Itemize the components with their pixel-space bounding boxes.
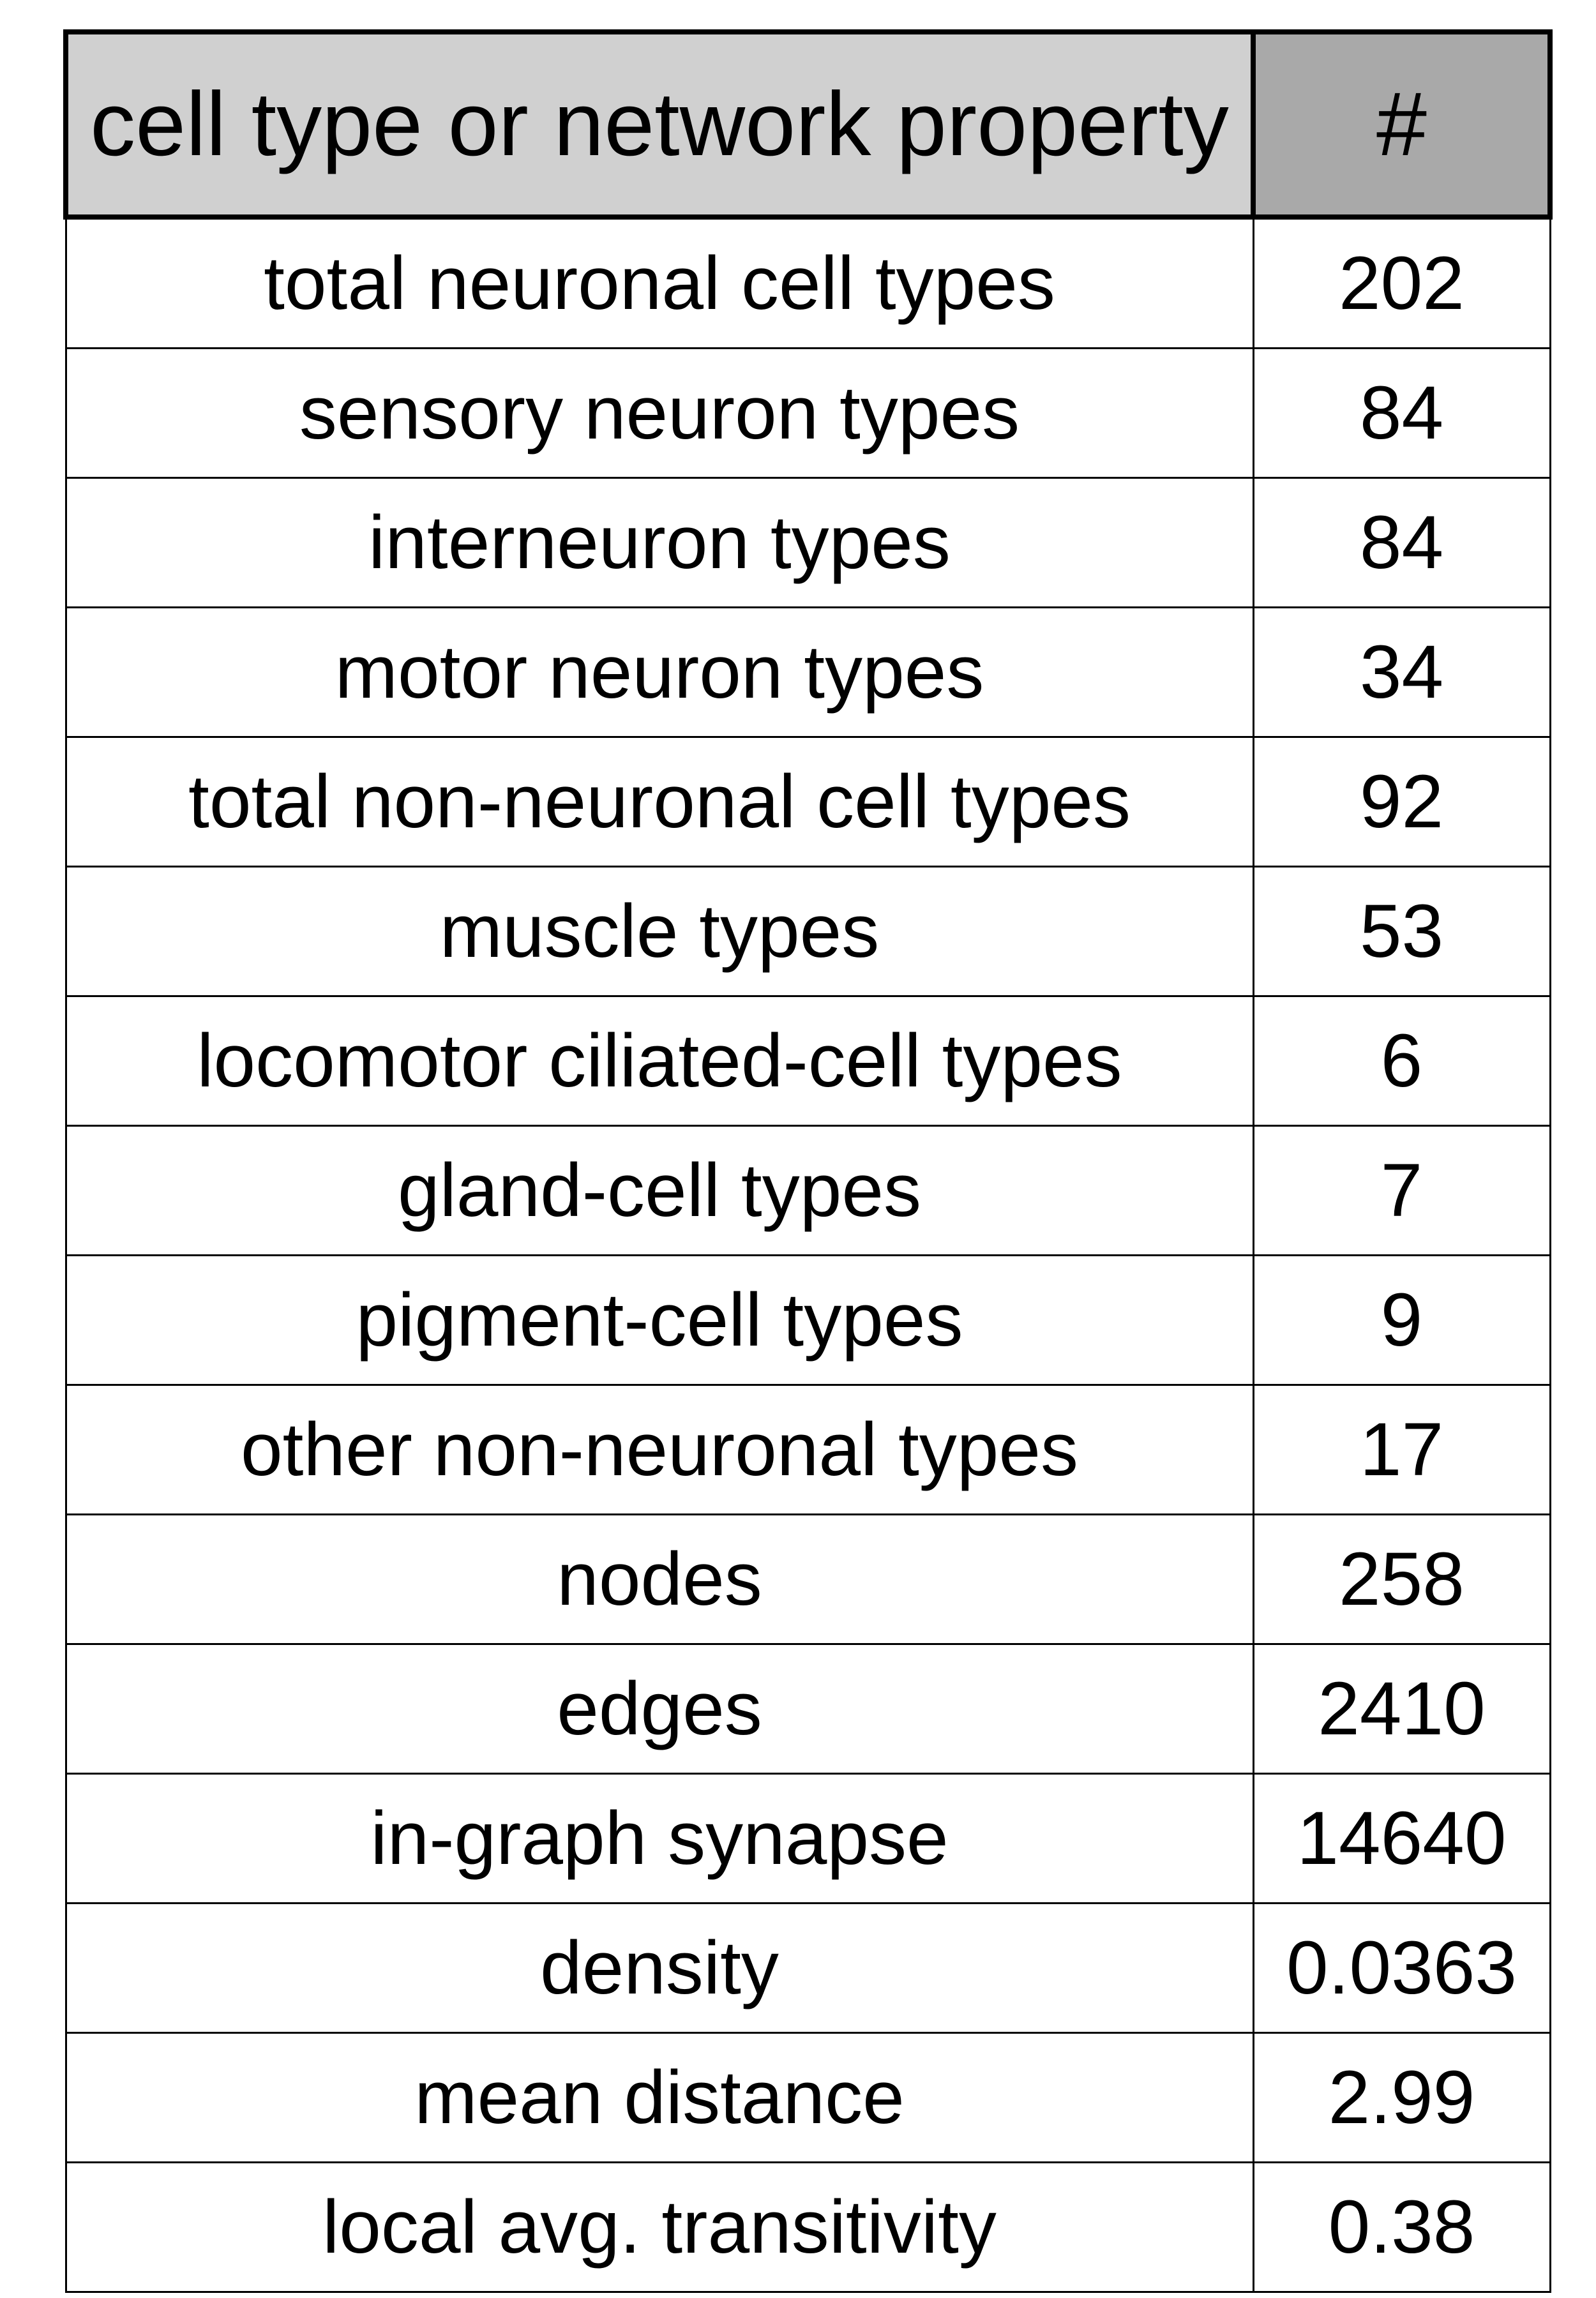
row-value: 92 — [1252, 736, 1551, 867]
row-label: local avg. transitivity — [64, 2161, 1254, 2293]
row-value: 34 — [1252, 606, 1551, 738]
row-value: 7 — [1252, 1125, 1551, 1256]
table-row: edges 2410 — [64, 1643, 1551, 1775]
table-header: cell type or network property # — [63, 29, 1553, 220]
row-label: mean distance — [64, 2032, 1254, 2163]
header-count: # — [1251, 29, 1553, 220]
row-label: interneuron types — [64, 477, 1254, 608]
table-row: other non-neuronal types 17 — [64, 1384, 1551, 1515]
row-label: sensory neuron types — [64, 347, 1254, 479]
table-row: interneuron types 84 — [64, 477, 1551, 608]
header-row: cell type or network property # — [63, 29, 1553, 220]
row-value: 0.0363 — [1252, 1902, 1551, 2034]
row-value: 258 — [1252, 1513, 1551, 1645]
row-label: nodes — [64, 1513, 1254, 1645]
row-value: 202 — [1252, 216, 1551, 349]
table-row: sensory neuron types 84 — [64, 347, 1551, 479]
table-row: motor neuron types 34 — [64, 606, 1551, 738]
row-value: 6 — [1252, 995, 1551, 1127]
table-row: total non-neuronal cell types 92 — [64, 736, 1551, 867]
row-value: 9 — [1252, 1254, 1551, 1386]
row-value: 84 — [1252, 347, 1551, 479]
row-value: 53 — [1252, 866, 1551, 997]
table-row: nodes 258 — [64, 1513, 1551, 1645]
row-label: total neuronal cell types — [64, 216, 1254, 349]
table-body: total neuronal cell types 202 sensory ne… — [64, 216, 1551, 2293]
header-property: cell type or network property — [63, 29, 1256, 220]
table-row: density 0.0363 — [64, 1902, 1551, 2034]
cell-type-table: cell type or network property # total ne… — [63, 29, 1553, 2293]
table-row: locomotor ciliated-cell types 6 — [64, 995, 1551, 1127]
row-label: gland-cell types — [64, 1125, 1254, 1256]
table-row: total neuronal cell types 202 — [64, 216, 1551, 349]
row-label: total non-neuronal cell types — [64, 736, 1254, 867]
table-row: local avg. transitivity 0.38 — [64, 2161, 1551, 2293]
row-value: 84 — [1252, 477, 1551, 608]
row-value: 0.38 — [1252, 2161, 1551, 2293]
row-label: in-graph synapse — [64, 1773, 1254, 1904]
row-value: 17 — [1252, 1384, 1551, 1515]
row-value: 2410 — [1252, 1643, 1551, 1775]
table-row: in-graph synapse 14640 — [64, 1773, 1551, 1904]
table-row: muscle types 53 — [64, 866, 1551, 997]
row-value: 2.99 — [1252, 2032, 1551, 2163]
row-label: edges — [64, 1643, 1254, 1775]
row-label: motor neuron types — [64, 606, 1254, 738]
row-label: other non-neuronal types — [64, 1384, 1254, 1515]
table-row: gland-cell types 7 — [64, 1125, 1551, 1256]
table-row: mean distance 2.99 — [64, 2032, 1551, 2163]
table-row: pigment-cell types 9 — [64, 1254, 1551, 1386]
row-value: 14640 — [1252, 1773, 1551, 1904]
row-label: pigment-cell types — [64, 1254, 1254, 1386]
row-label: locomotor ciliated-cell types — [64, 995, 1254, 1127]
row-label: density — [64, 1902, 1254, 2034]
row-label: muscle types — [64, 866, 1254, 997]
